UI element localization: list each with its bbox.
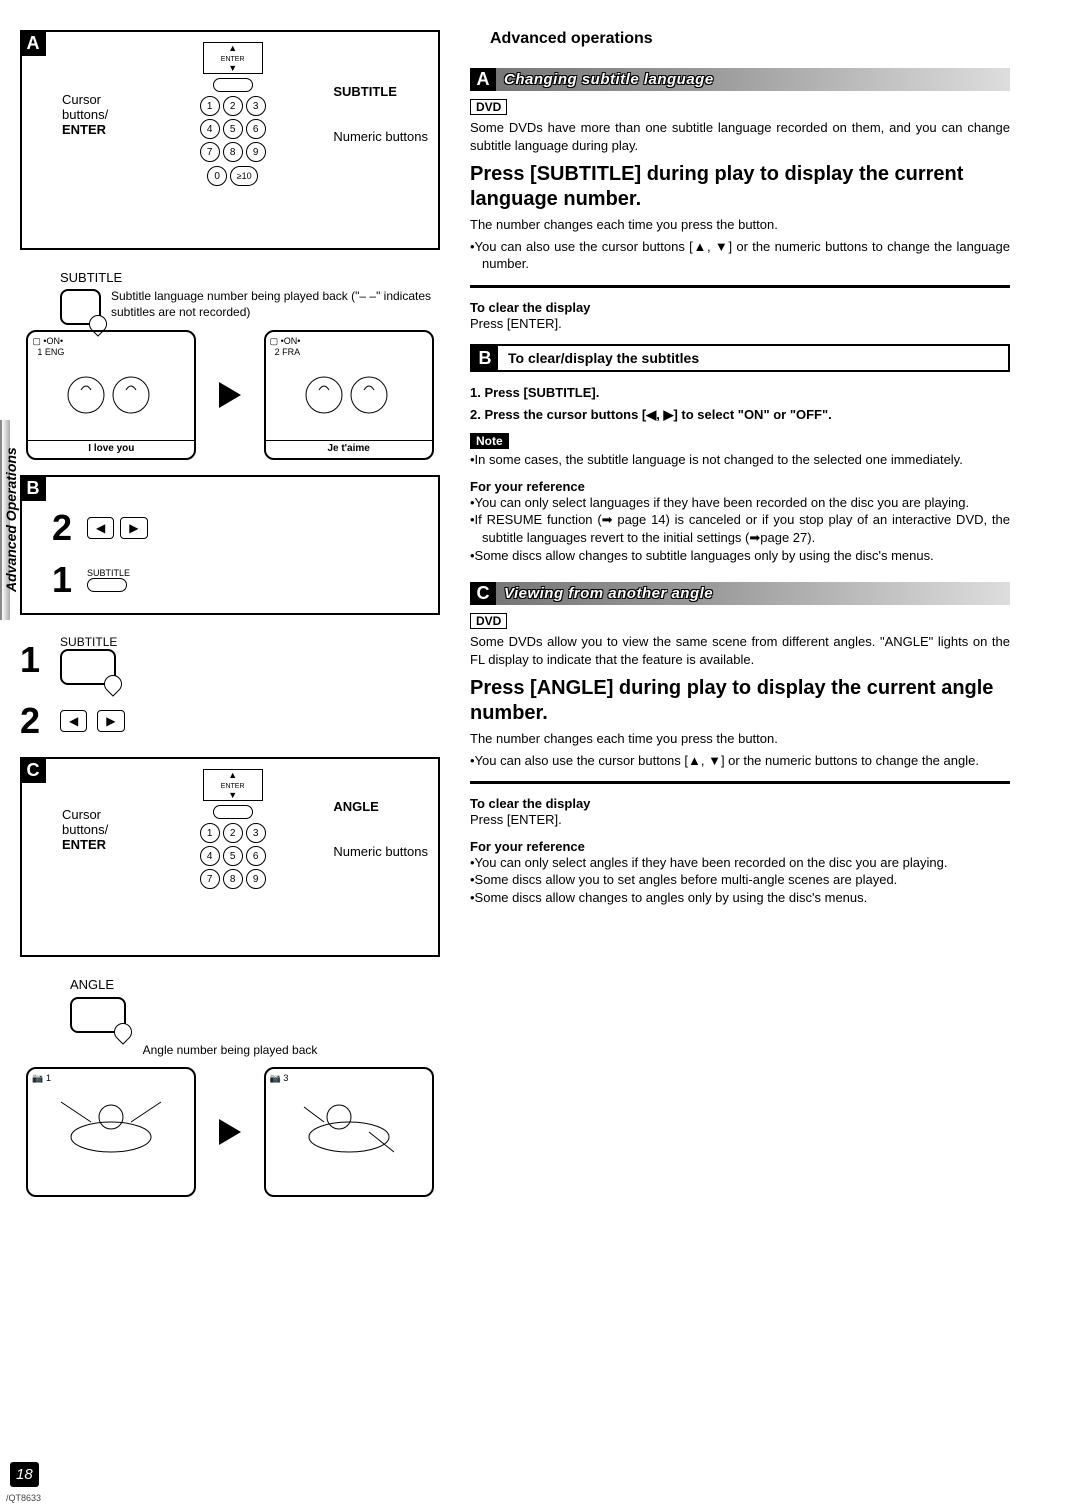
left-arrow-icon: ◀ (87, 517, 114, 539)
right-column: Advanced operations A Changing subtitle … (470, 30, 1010, 1197)
c-intro: Some DVDs allow you to view the same sce… (470, 633, 1010, 668)
left-arrow-step2: ◀ (60, 710, 87, 732)
left-column: A Cursor buttons/ ENTER ▲ENTER▼ 123 456 … (20, 30, 440, 1197)
b-ref3: •Some discs allow changes to subtitle la… (470, 547, 1010, 565)
tv-screen-2: ▢ •ON• 2 FRA Je t'aime (264, 330, 434, 460)
c-headline: Press [ANGLE] during play to display the… (470, 676, 1010, 726)
b-ref1: •You can only select languages if they h… (470, 494, 1010, 512)
play-arrow-angle (219, 1119, 241, 1145)
cursor-label-a: Cursor buttons/ ENTER (62, 92, 132, 137)
scene-illustration (51, 365, 171, 425)
c-clear-head: To clear the display (470, 796, 1010, 811)
dvd-tag-c: DVD (470, 613, 507, 629)
c-bullet1: •You can also use the cursor buttons [▲,… (470, 752, 1010, 770)
angle-illustration-2 (289, 1092, 409, 1162)
subtitle-btn-b (87, 578, 127, 592)
a-headline: Press [SUBTITLE] during play to display … (470, 162, 1010, 212)
subtitle-button-icon (213, 78, 253, 92)
angle-screen-1: 📷 1 (26, 1067, 196, 1197)
corner-c: C (20, 757, 46, 783)
cursor-pad-icon: ▲ENTER▼ (203, 42, 263, 74)
caption-1: I love you (28, 440, 194, 454)
diagram-a: A Cursor buttons/ ENTER ▲ENTER▼ 123 456 … (20, 30, 440, 250)
section-c-bar: C Viewing from another angle (470, 582, 1010, 605)
page-number: 18 (10, 1462, 39, 1487)
angle-head: ANGLE (70, 977, 440, 992)
c-ref2: •Some discs allow you to set angles befo… (470, 871, 1010, 889)
numeric-keys-c: 123 456 789 (200, 823, 266, 889)
angle-callout: ANGLE (333, 799, 428, 814)
angle-screens: 📷 1 📷 3 (20, 1067, 440, 1197)
numeric-callout: Numeric buttons (333, 129, 428, 144)
angle-desc: Angle number being played back (20, 1043, 440, 1057)
subtitle-button-hand (60, 289, 101, 325)
c-clear-body: Press [ENTER]. (470, 811, 1010, 829)
angle-button-icon (213, 805, 253, 819)
step-2-num: 2 (52, 507, 72, 549)
corner-b: B (20, 475, 46, 501)
corner-a: A (20, 30, 46, 56)
diagram-c: C Cursor buttons/ ENTER ▲ENTER▼ 123 456 … (20, 757, 440, 957)
cursor-pad-c: ▲ENTER▼ (203, 769, 263, 801)
scene-illustration (289, 365, 409, 425)
section-a-bar: A Changing subtitle language (470, 68, 1010, 91)
numeric-keys-icon: 123 456 789 (200, 96, 266, 162)
subtitle-screens: ▢ •ON• 1 ENG I love you ▢ •ON• 2 FRA Je … (20, 330, 440, 460)
c-ref1: •You can only select angles if they have… (470, 854, 1010, 872)
dvd-tag-a: DVD (470, 99, 507, 115)
right-arrow-icon: ▶ (120, 517, 147, 539)
tv-screen-1: ▢ •ON• 1 ENG I love you (26, 330, 196, 460)
cursor-label-c: Cursor buttons/ ENTER (62, 807, 132, 852)
angle-hand (70, 997, 126, 1033)
a-clear-body: Press [ENTER]. (470, 315, 1010, 333)
page-heading: Advanced operations (470, 30, 1010, 48)
numeric-callout-c: Numeric buttons (333, 844, 428, 859)
a-clear-head: To clear the display (470, 300, 1010, 315)
subtitle-desc: Subtitle language number being played ba… (111, 289, 440, 320)
caption-2: Je t'aime (266, 440, 432, 454)
section-b-box: B To clear/display the subtitles (470, 344, 1010, 372)
note-tag: Note (470, 433, 509, 449)
a-line1: The number changes each time you press t… (470, 216, 1010, 234)
subtitle-callout: SUBTITLE (333, 84, 428, 99)
page-code: /QT8633 (6, 1493, 41, 1503)
b-step2: 2. Press the cursor buttons [◀, ▶] to se… (470, 406, 1010, 424)
step-1-row: 1 SUBTITLE (20, 635, 440, 685)
c-line1: The number changes each time you press t… (470, 730, 1010, 748)
diagram-b: B 2 ◀ ▶ 1 SUBTITLE (20, 475, 440, 615)
subtitle-hand-step1 (60, 649, 116, 685)
step-2-row: 2 ◀ ▶ (20, 700, 440, 742)
b-ref2: •If RESUME function (➡ page 14) is cance… (470, 511, 1010, 546)
right-arrow-step2: ▶ (97, 710, 124, 732)
angle-screen-2: 📷 3 (264, 1067, 434, 1197)
subtitle-head: SUBTITLE (60, 270, 440, 285)
step-1-num: 1 (52, 559, 72, 601)
a-bullet1: •You can also use the cursor buttons [▲,… (470, 238, 1010, 273)
c-ref-head: For your reference (470, 839, 1010, 854)
b-note1: •In some cases, the subtitle language is… (470, 451, 1010, 469)
c-ref3: •Some discs allow changes to angles only… (470, 889, 1010, 907)
b-ref-head: For your reference (470, 479, 1010, 494)
side-tab: Advanced Operations (0, 420, 22, 620)
play-arrow-icon (219, 382, 241, 408)
angle-illustration-1 (51, 1092, 171, 1162)
b-step1: 1. Press [SUBTITLE]. (470, 384, 1010, 402)
a-intro: Some DVDs have more than one subtitle la… (470, 119, 1010, 154)
